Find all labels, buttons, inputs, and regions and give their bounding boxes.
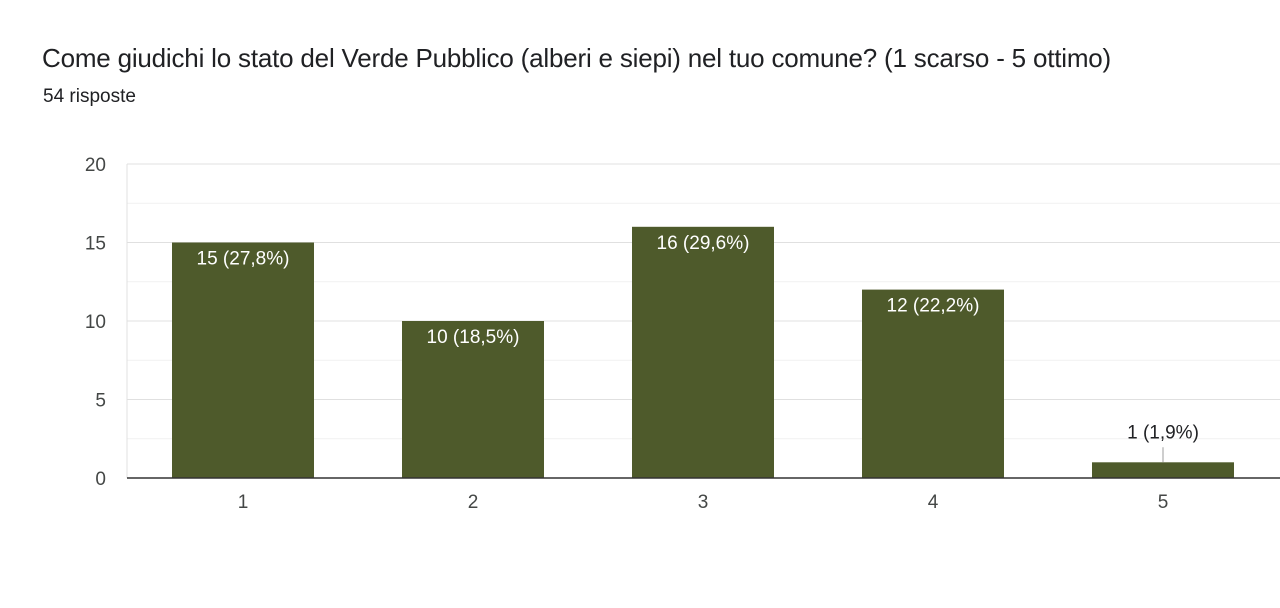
bar-2[interactable] <box>402 321 544 478</box>
y-tick-label: 0 <box>95 469 106 490</box>
bar-3[interactable] <box>632 226 774 478</box>
data-label: 10 (18,5%) <box>427 327 520 348</box>
x-tick-label: 4 <box>928 492 939 513</box>
y-tick-label: 20 <box>85 155 106 176</box>
bar-5[interactable] <box>1092 462 1234 478</box>
chart-title: Come giudichi lo stato del Verde Pubblic… <box>42 43 1112 73</box>
x-tick-label: 3 <box>698 492 709 513</box>
data-label: 12 (22,2%) <box>887 296 980 317</box>
data-label: 1 (1,9%) <box>1127 422 1199 443</box>
data-label: 16 (29,6%) <box>657 233 750 254</box>
response-count: 54 risposte <box>43 86 136 107</box>
x-tick-label: 1 <box>238 492 249 513</box>
y-tick-label: 10 <box>85 312 106 333</box>
bar-4[interactable] <box>862 289 1004 478</box>
data-label: 15 (27,8%) <box>197 249 290 270</box>
bar-1[interactable] <box>172 242 314 479</box>
y-tick-label: 15 <box>85 234 106 255</box>
y-tick-label: 5 <box>95 391 106 412</box>
x-tick-label: 5 <box>1158 492 1169 513</box>
x-tick-label: 2 <box>468 492 479 513</box>
